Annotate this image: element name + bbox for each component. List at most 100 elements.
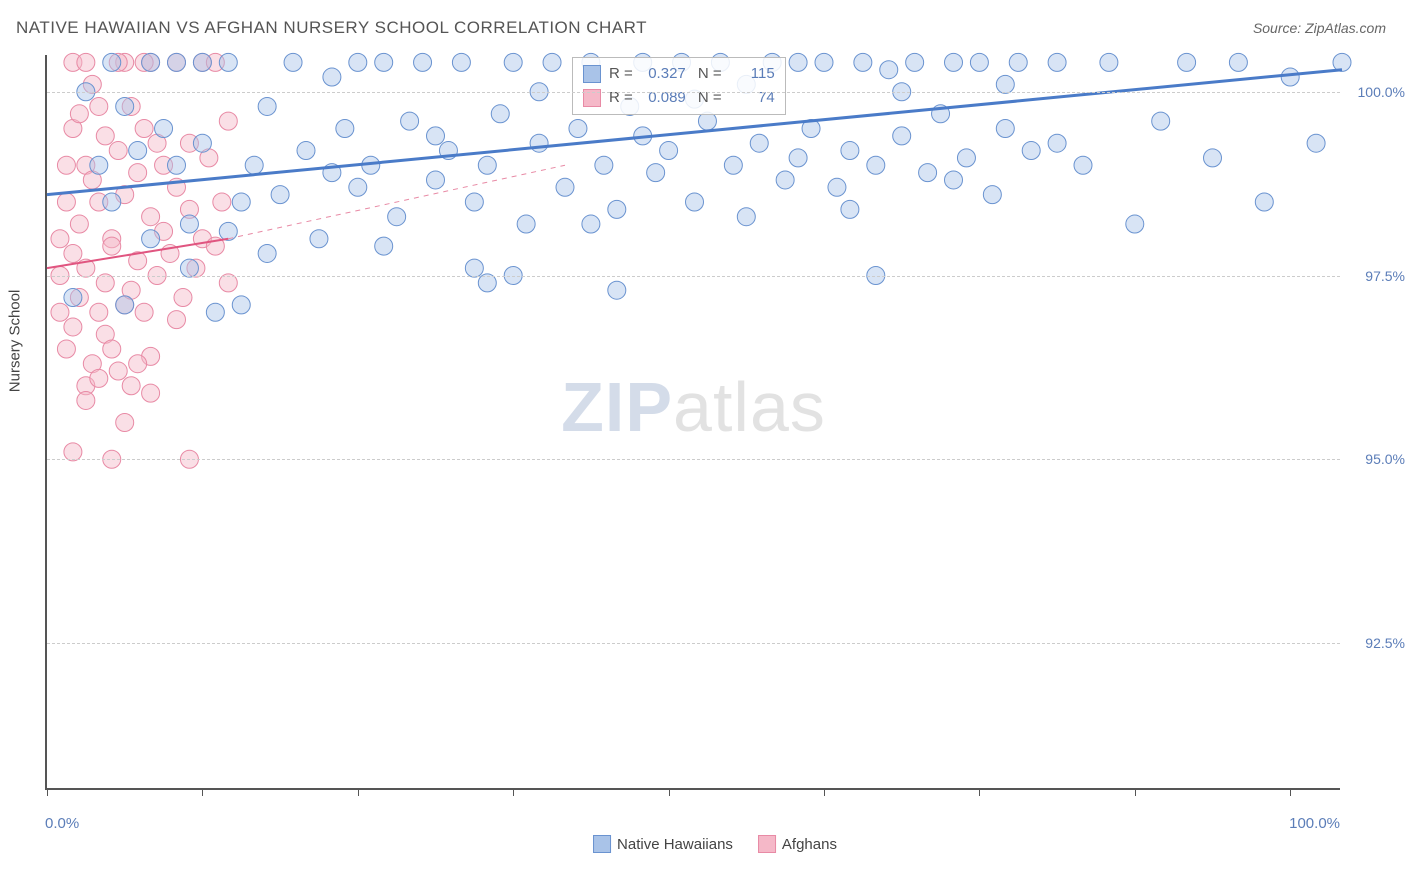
scatter-point xyxy=(737,208,755,226)
scatter-point xyxy=(90,303,108,321)
scatter-point xyxy=(219,222,237,240)
chart-title: NATIVE HAWAIIAN VS AFGHAN NURSERY SCHOOL… xyxy=(16,18,647,38)
scatter-point xyxy=(103,193,121,211)
scatter-point xyxy=(103,53,121,71)
scatter-point xyxy=(815,53,833,71)
scatter-point xyxy=(582,215,600,233)
x-tick xyxy=(1290,788,1291,796)
x-tick xyxy=(358,788,359,796)
chart-header: NATIVE HAWAIIAN VS AFGHAN NURSERY SCHOOL… xyxy=(0,0,1406,48)
scatter-point xyxy=(180,215,198,233)
scatter-point xyxy=(465,193,483,211)
scatter-point xyxy=(64,443,82,461)
scatter-point xyxy=(478,156,496,174)
scatter-point xyxy=(349,53,367,71)
scatter-point xyxy=(142,384,160,402)
scatter-point xyxy=(103,237,121,255)
scatter-point xyxy=(906,53,924,71)
y-axis-label: Nursery School xyxy=(7,290,24,393)
scatter-point xyxy=(109,362,127,380)
plot-svg xyxy=(47,55,1342,790)
scatter-point xyxy=(90,97,108,115)
scatter-point xyxy=(893,127,911,145)
x-axis-max-label: 100.0% xyxy=(1289,815,1340,832)
scatter-point xyxy=(129,142,147,160)
scatter-point xyxy=(219,274,237,292)
scatter-point xyxy=(1333,53,1351,71)
scatter-point xyxy=(854,53,872,71)
scatter-point xyxy=(349,178,367,196)
scatter-point xyxy=(57,156,75,174)
scatter-point xyxy=(168,311,186,329)
x-tick xyxy=(669,788,670,796)
scatter-point xyxy=(724,156,742,174)
scatter-point xyxy=(323,68,341,86)
scatter-point xyxy=(595,156,613,174)
scatter-point xyxy=(1152,112,1170,130)
scatter-point xyxy=(427,171,445,189)
scatter-point xyxy=(232,193,250,211)
scatter-point xyxy=(1074,156,1092,174)
gridline-h xyxy=(47,276,1340,277)
scatter-point xyxy=(660,142,678,160)
legend-item-hawaiians: Native Hawaiians xyxy=(593,835,733,853)
scatter-point xyxy=(828,178,846,196)
chart-container: Nursery School ZIPatlas R = 0.327 N = 11… xyxy=(45,55,1385,815)
scatter-point xyxy=(996,75,1014,93)
scatter-point xyxy=(776,171,794,189)
scatter-point xyxy=(1126,215,1144,233)
scatter-point xyxy=(122,377,140,395)
scatter-point xyxy=(608,281,626,299)
scatter-point xyxy=(1022,142,1040,160)
scatter-point xyxy=(116,97,134,115)
scatter-point xyxy=(168,156,186,174)
scatter-point xyxy=(401,112,419,130)
scatter-point xyxy=(70,105,88,123)
scatter-point xyxy=(64,244,82,262)
scatter-point xyxy=(1009,53,1027,71)
scatter-point xyxy=(996,120,1014,138)
scatter-point xyxy=(841,200,859,218)
swatch-hawaiians xyxy=(583,65,601,83)
scatter-point xyxy=(880,61,898,79)
scatter-point xyxy=(135,120,153,138)
scatter-point xyxy=(271,186,289,204)
scatter-point xyxy=(983,186,1001,204)
scatter-point xyxy=(1178,53,1196,71)
scatter-point xyxy=(543,53,561,71)
scatter-point xyxy=(478,274,496,292)
scatter-point xyxy=(310,230,328,248)
scatter-point xyxy=(245,156,263,174)
scatter-point xyxy=(1100,53,1118,71)
scatter-point xyxy=(1281,68,1299,86)
scatter-point xyxy=(970,53,988,71)
scatter-point xyxy=(232,296,250,314)
scatter-point xyxy=(174,289,192,307)
scatter-point xyxy=(388,208,406,226)
scatter-point xyxy=(375,53,393,71)
scatter-point xyxy=(116,296,134,314)
scatter-point xyxy=(96,127,114,145)
scatter-point xyxy=(219,53,237,71)
scatter-point xyxy=(142,53,160,71)
scatter-point xyxy=(90,156,108,174)
legend-swatch-hawaiians xyxy=(593,835,611,853)
scatter-point xyxy=(427,127,445,145)
gridline-h xyxy=(47,643,1340,644)
scatter-point xyxy=(504,53,522,71)
scatter-point xyxy=(90,369,108,387)
legend-item-afghans: Afghans xyxy=(758,835,837,853)
scatter-point xyxy=(452,53,470,71)
scatter-point xyxy=(142,230,160,248)
x-tick xyxy=(1135,788,1136,796)
scatter-point xyxy=(180,259,198,277)
scatter-point xyxy=(109,142,127,160)
scatter-point xyxy=(414,53,432,71)
y-tick-label: 95.0% xyxy=(1345,451,1405,467)
scatter-point xyxy=(686,193,704,211)
scatter-point xyxy=(77,53,95,71)
gridline-h xyxy=(47,92,1340,93)
scatter-point xyxy=(919,164,937,182)
scatter-point xyxy=(945,53,963,71)
scatter-point xyxy=(96,274,114,292)
